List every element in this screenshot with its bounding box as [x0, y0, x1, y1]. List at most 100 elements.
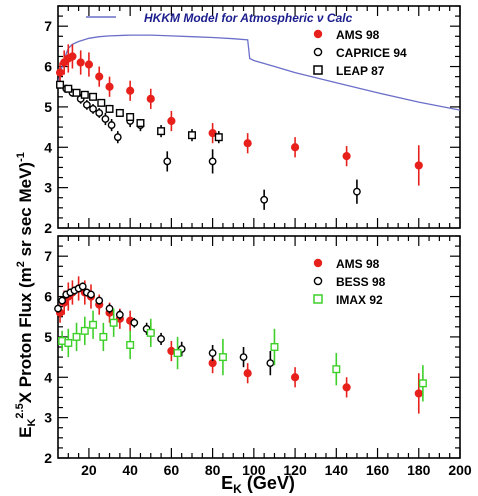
data-point: [105, 104, 114, 113]
legend-marker: [313, 65, 323, 75]
x-tick-label: 160: [366, 462, 390, 478]
x-tick-label: 60: [164, 462, 180, 478]
x-axis-label-sub: K: [233, 482, 242, 496]
y-axis-label: EK2.5X Proton Flux (m2 sr sec MeV)-1: [14, 152, 38, 438]
y-tick-label: 5: [44, 329, 52, 345]
data-point: [239, 353, 248, 361]
x-axis-label-e: E: [221, 473, 233, 493]
data-point: [342, 152, 351, 161]
x-tick-label: 200: [448, 462, 472, 478]
y-tick-label: 4: [44, 139, 52, 155]
x-axis-label: EK (GeV): [221, 473, 295, 496]
legend-label: AMS 98: [336, 28, 380, 42]
data-point: [130, 318, 139, 327]
data-point: [167, 116, 176, 126]
data-point: [105, 304, 114, 313]
data-point: [80, 90, 89, 99]
y-axis-label-sub: K: [26, 419, 38, 427]
data-point: [266, 359, 275, 368]
y-axis-label-rest2: sr sec MeV: [16, 167, 35, 261]
data-point: [68, 52, 77, 61]
data-point: [157, 335, 165, 343]
legend-label: AMS 98: [336, 257, 380, 271]
y-tick-label: 6: [44, 289, 52, 305]
panel-bottom: 2 3 4 5 6 7 20 40 60 80 100 120 140 160 180 200 AMS 98 BE…: [44, 235, 472, 478]
y-tick-label: 3: [44, 180, 52, 196]
data-point: [353, 187, 361, 196]
legend-marker: [313, 258, 323, 268]
data-point: [126, 86, 135, 95]
data-point: [146, 328, 155, 337]
series-imax-92: [58, 308, 427, 402]
y-tick-label: 7: [44, 248, 52, 264]
data-point: [208, 349, 217, 357]
data-point: [64, 84, 73, 93]
data-point: [214, 133, 223, 142]
legend-item: AMS 98: [313, 257, 380, 271]
x-tick-label: 180: [407, 462, 431, 478]
series-ams-98: [55, 44, 423, 186]
x-tick-label: 100: [242, 462, 266, 478]
data-point: [95, 72, 104, 81]
y-tick-label: 5: [44, 99, 52, 115]
legend-marker: [313, 47, 323, 57]
x-tick-label: 40: [122, 462, 138, 478]
data-point: [163, 157, 172, 166]
data-point: [84, 60, 94, 69]
data-point: [72, 332, 81, 341]
y-tick-label: 6: [44, 59, 52, 75]
legend-marker: [313, 294, 323, 304]
data-point: [95, 296, 104, 305]
hkkm-annotation: HKKM Model for Atmospheric ν Calc: [144, 11, 353, 25]
x-tick-label: 140: [325, 462, 349, 478]
y-tick-label: 3: [44, 410, 52, 426]
hkkm-model-curve: [57, 34, 461, 111]
y-axis-label-e: E: [16, 427, 35, 438]
y-tick-label: 7: [44, 18, 52, 34]
data-point: [115, 310, 124, 319]
legend-label: LEAP 87: [336, 64, 385, 78]
legend-item: LEAP 87: [313, 64, 385, 78]
data-point: [243, 369, 252, 378]
data-point: [115, 108, 124, 117]
data-point: [55, 68, 65, 77]
y-tick-label: 4: [44, 369, 52, 385]
data-point: [290, 373, 300, 382]
plot-frame: [57, 235, 461, 459]
data-point: [157, 127, 166, 136]
data-point: [97, 98, 106, 107]
data-point: [260, 195, 269, 204]
data-point: [270, 343, 279, 352]
data-point: [332, 365, 341, 374]
data-point: [72, 88, 81, 97]
x-tick-label: 120: [283, 462, 307, 478]
data-point: [99, 332, 108, 341]
y-axis-label-close: ): [16, 162, 35, 168]
legend-item: BESS 98: [313, 275, 386, 289]
plot-frame: [57, 5, 461, 229]
data-point: [87, 290, 95, 299]
series-leap-87: [56, 80, 223, 144]
data-point: [208, 129, 217, 138]
data-point: [414, 389, 423, 398]
legend-label: IMAX 92: [336, 293, 383, 307]
data-point: [76, 58, 85, 67]
data-point: [418, 379, 427, 388]
data-point: [187, 131, 196, 140]
data-point: [58, 296, 67, 305]
data-point: [126, 112, 135, 121]
data-point: [54, 304, 62, 313]
data-point: [126, 340, 135, 349]
data-point: [290, 143, 300, 152]
y-tick-label: 2: [44, 220, 52, 236]
legend-label: BESS 98: [336, 275, 386, 289]
data-point: [56, 80, 65, 89]
data-point: [113, 133, 122, 142]
y-tick-label: 2: [44, 450, 52, 466]
data-point: [95, 109, 104, 117]
data-point: [101, 115, 110, 123]
data-point: [173, 349, 182, 358]
x-axis-label-rest: (GeV): [242, 473, 295, 493]
legend-item: AMS 98: [313, 28, 380, 42]
